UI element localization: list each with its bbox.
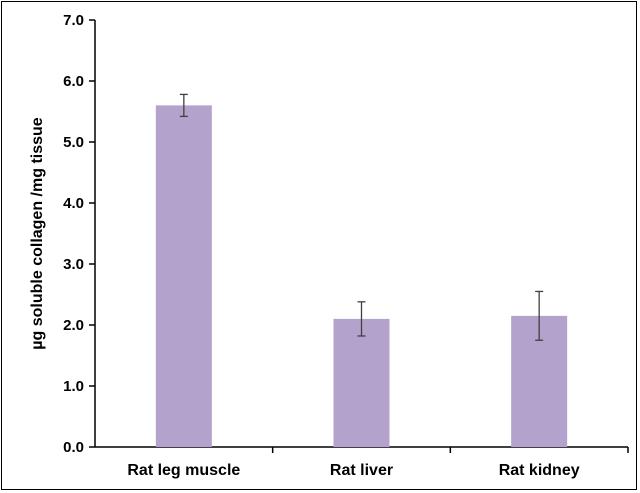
y-tick-label: 3.0 xyxy=(63,256,84,273)
x-tick-label: Rat kidney xyxy=(499,462,580,479)
y-tick-label: 2.0 xyxy=(63,317,84,334)
bar xyxy=(333,318,390,447)
plot-area: 0.0 1.0 2.0 3.0 4.0 5.0 6.0 7.0 Rat leg muscle Ra… xyxy=(63,12,629,479)
y-tick-label: 4.0 xyxy=(63,195,84,212)
bar xyxy=(155,105,212,448)
y-axis-title: µg soluble collagen /mg tissue xyxy=(29,117,46,349)
y-tick-label: 7.0 xyxy=(63,12,84,29)
x-tick-label: Rat liver xyxy=(330,462,393,479)
y-tick-label: 6.0 xyxy=(63,73,84,90)
y-tick-label: 1.0 xyxy=(63,378,84,395)
y-tick-label: 5.0 xyxy=(63,134,84,151)
x-tick-label: Rat leg muscle xyxy=(127,462,240,479)
y-tick-label: 0.0 xyxy=(63,439,84,456)
